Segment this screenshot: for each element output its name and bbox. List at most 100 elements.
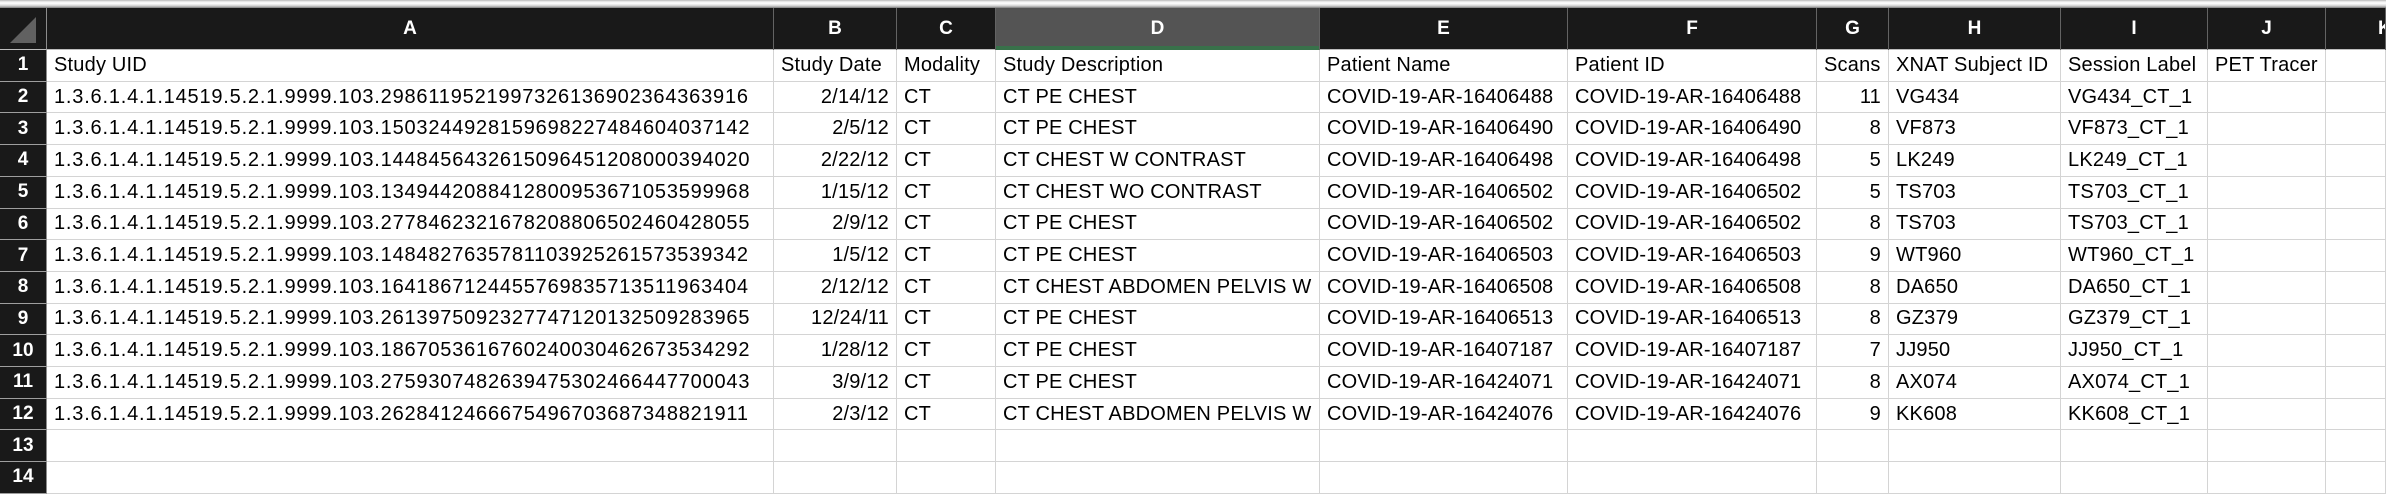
- cell-I10[interactable]: JJ950_CT_1: [2061, 335, 2208, 368]
- column-header-F[interactable]: F: [1568, 8, 1817, 50]
- cell-I5[interactable]: TS703_CT_1: [2061, 176, 2208, 209]
- column-header-K[interactable]: K: [2326, 8, 2386, 50]
- cell-J8[interactable]: [2208, 271, 2326, 304]
- cell-E13[interactable]: [1320, 430, 1568, 463]
- cell-J1[interactable]: PET Tracer: [2208, 50, 2326, 82]
- cell-I6[interactable]: TS703_CT_1: [2061, 208, 2208, 241]
- cell-J14[interactable]: [2208, 462, 2326, 494]
- cell-H9[interactable]: GZ379: [1889, 303, 2061, 336]
- cell-F1[interactable]: Patient ID: [1568, 50, 1817, 82]
- cell-D2[interactable]: CT PE CHEST: [996, 81, 1320, 114]
- row-header-3[interactable]: 3: [0, 113, 47, 146]
- cell-F14[interactable]: [1568, 462, 1817, 494]
- cell-G12[interactable]: 9: [1817, 398, 1889, 431]
- cell-G13[interactable]: [1817, 430, 1889, 463]
- column-header-B[interactable]: B: [774, 8, 897, 50]
- cell-D12[interactable]: CT CHEST ABDOMEN PELVIS W: [996, 398, 1320, 431]
- cell-I7[interactable]: WT960_CT_1: [2061, 240, 2208, 272]
- cell-C2[interactable]: CT: [897, 81, 996, 114]
- cell-F2[interactable]: COVID-19-AR-16406488: [1568, 81, 1817, 114]
- cell-H10[interactable]: JJ950: [1889, 335, 2061, 368]
- cell-I4[interactable]: LK249_CT_1: [2061, 145, 2208, 177]
- cell-H6[interactable]: TS703: [1889, 208, 2061, 241]
- cell-B7[interactable]: 1/5/12: [774, 240, 897, 272]
- row-header-14[interactable]: 14: [0, 462, 47, 494]
- cell-K9[interactable]: [2326, 303, 2386, 336]
- cell-K13[interactable]: [2326, 430, 2386, 463]
- cell-B11[interactable]: 3/9/12: [774, 367, 897, 399]
- cell-H13[interactable]: [1889, 430, 2061, 463]
- cell-E2[interactable]: COVID-19-AR-16406488: [1320, 81, 1568, 114]
- cell-D14[interactable]: [996, 462, 1320, 494]
- cell-J5[interactable]: [2208, 176, 2326, 209]
- cell-K7[interactable]: [2326, 240, 2386, 272]
- cell-H8[interactable]: DA650: [1889, 271, 2061, 304]
- cell-C10[interactable]: CT: [897, 335, 996, 368]
- cell-E14[interactable]: [1320, 462, 1568, 494]
- cell-B5[interactable]: 1/15/12: [774, 176, 897, 209]
- cell-D3[interactable]: CT PE CHEST: [996, 113, 1320, 146]
- cell-J4[interactable]: [2208, 145, 2326, 177]
- cell-K12[interactable]: [2326, 398, 2386, 431]
- cell-K6[interactable]: [2326, 208, 2386, 241]
- cell-A12[interactable]: 1.3.6.1.4.1.14519.5.2.1.9999.103.2628412…: [47, 398, 774, 431]
- cell-E9[interactable]: COVID-19-AR-16406513: [1320, 303, 1568, 336]
- cell-D11[interactable]: CT PE CHEST: [996, 367, 1320, 399]
- cell-A7[interactable]: 1.3.6.1.4.1.14519.5.2.1.9999.103.1484827…: [47, 240, 774, 272]
- cell-C8[interactable]: CT: [897, 271, 996, 304]
- row-header-4[interactable]: 4: [0, 145, 47, 177]
- cell-H1[interactable]: XNAT Subject ID: [1889, 50, 2061, 82]
- cell-I11[interactable]: AX074_CT_1: [2061, 367, 2208, 399]
- row-header-7[interactable]: 7: [0, 240, 47, 272]
- cell-E1[interactable]: Patient Name: [1320, 50, 1568, 82]
- cell-C7[interactable]: CT: [897, 240, 996, 272]
- cell-B9[interactable]: 12/24/11: [774, 303, 897, 336]
- cell-I8[interactable]: DA650_CT_1: [2061, 271, 2208, 304]
- cell-K8[interactable]: [2326, 271, 2386, 304]
- column-header-C[interactable]: C: [897, 8, 996, 50]
- cell-G1[interactable]: Scans: [1817, 50, 1889, 82]
- cell-E10[interactable]: COVID-19-AR-16407187: [1320, 335, 1568, 368]
- cell-E7[interactable]: COVID-19-AR-16406503: [1320, 240, 1568, 272]
- column-header-H[interactable]: H: [1889, 8, 2061, 50]
- cell-F10[interactable]: COVID-19-AR-16407187: [1568, 335, 1817, 368]
- cell-C3[interactable]: CT: [897, 113, 996, 146]
- cell-E11[interactable]: COVID-19-AR-16424071: [1320, 367, 1568, 399]
- cell-H7[interactable]: WT960: [1889, 240, 2061, 272]
- cell-K3[interactable]: [2326, 113, 2386, 146]
- cell-E12[interactable]: COVID-19-AR-16424076: [1320, 398, 1568, 431]
- cell-C5[interactable]: CT: [897, 176, 996, 209]
- cell-J9[interactable]: [2208, 303, 2326, 336]
- cell-D13[interactable]: [996, 430, 1320, 463]
- cell-E5[interactable]: COVID-19-AR-16406502: [1320, 176, 1568, 209]
- cell-B10[interactable]: 1/28/12: [774, 335, 897, 368]
- cell-G9[interactable]: 8: [1817, 303, 1889, 336]
- cell-A9[interactable]: 1.3.6.1.4.1.14519.5.2.1.9999.103.2613975…: [47, 303, 774, 336]
- cell-C4[interactable]: CT: [897, 145, 996, 177]
- cell-F4[interactable]: COVID-19-AR-16406498: [1568, 145, 1817, 177]
- row-header-12[interactable]: 12: [0, 398, 47, 431]
- cell-D7[interactable]: CT PE CHEST: [996, 240, 1320, 272]
- cell-B2[interactable]: 2/14/12: [774, 81, 897, 114]
- cell-H14[interactable]: [1889, 462, 2061, 494]
- cell-J10[interactable]: [2208, 335, 2326, 368]
- row-header-8[interactable]: 8: [0, 271, 47, 304]
- cell-D1[interactable]: Study Description: [996, 50, 1320, 82]
- cell-B14[interactable]: [774, 462, 897, 494]
- cell-G14[interactable]: [1817, 462, 1889, 494]
- cell-D6[interactable]: CT PE CHEST: [996, 208, 1320, 241]
- row-header-2[interactable]: 2: [0, 81, 47, 114]
- cell-B1[interactable]: Study Date: [774, 50, 897, 82]
- cell-D4[interactable]: CT CHEST W CONTRAST: [996, 145, 1320, 177]
- cell-B13[interactable]: [774, 430, 897, 463]
- row-header-6[interactable]: 6: [0, 208, 47, 241]
- cell-H12[interactable]: KK608: [1889, 398, 2061, 431]
- row-header-9[interactable]: 9: [0, 303, 47, 336]
- cell-G3[interactable]: 8: [1817, 113, 1889, 146]
- cell-C6[interactable]: CT: [897, 208, 996, 241]
- cell-J2[interactable]: [2208, 81, 2326, 114]
- cell-F3[interactable]: COVID-19-AR-16406490: [1568, 113, 1817, 146]
- cell-F12[interactable]: COVID-19-AR-16424076: [1568, 398, 1817, 431]
- column-header-G[interactable]: G: [1817, 8, 1889, 50]
- cell-G8[interactable]: 8: [1817, 271, 1889, 304]
